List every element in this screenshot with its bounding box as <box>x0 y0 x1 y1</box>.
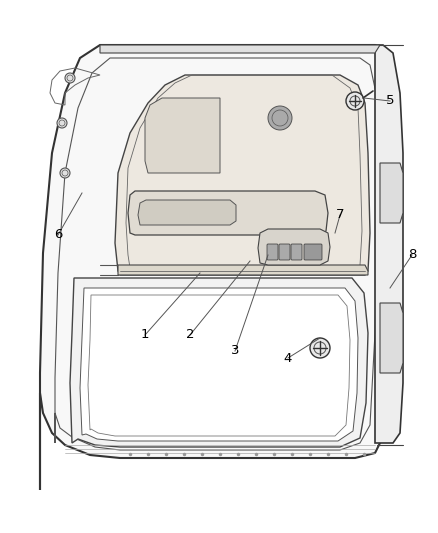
FancyBboxPatch shape <box>279 244 290 260</box>
Text: 5: 5 <box>386 94 394 108</box>
Text: 8: 8 <box>408 248 416 262</box>
Polygon shape <box>40 45 393 490</box>
Text: 7: 7 <box>336 208 344 222</box>
Text: 1: 1 <box>141 328 149 342</box>
Circle shape <box>60 168 70 178</box>
FancyBboxPatch shape <box>267 244 278 260</box>
Polygon shape <box>118 265 368 275</box>
Circle shape <box>57 118 67 128</box>
Polygon shape <box>70 278 368 447</box>
Text: 6: 6 <box>54 229 62 241</box>
Polygon shape <box>100 45 380 53</box>
Circle shape <box>65 73 75 83</box>
Circle shape <box>268 106 292 130</box>
Polygon shape <box>115 75 370 275</box>
Circle shape <box>310 338 330 358</box>
FancyBboxPatch shape <box>291 244 302 260</box>
Circle shape <box>346 92 364 110</box>
FancyBboxPatch shape <box>304 244 322 260</box>
Polygon shape <box>128 191 328 235</box>
Text: 3: 3 <box>231 344 239 358</box>
Text: 4: 4 <box>284 351 292 365</box>
Polygon shape <box>380 303 403 373</box>
Polygon shape <box>380 163 403 223</box>
Polygon shape <box>138 200 236 225</box>
Text: 2: 2 <box>186 328 194 342</box>
Polygon shape <box>145 98 220 173</box>
Polygon shape <box>258 229 330 265</box>
Polygon shape <box>80 288 358 441</box>
Polygon shape <box>375 45 403 443</box>
